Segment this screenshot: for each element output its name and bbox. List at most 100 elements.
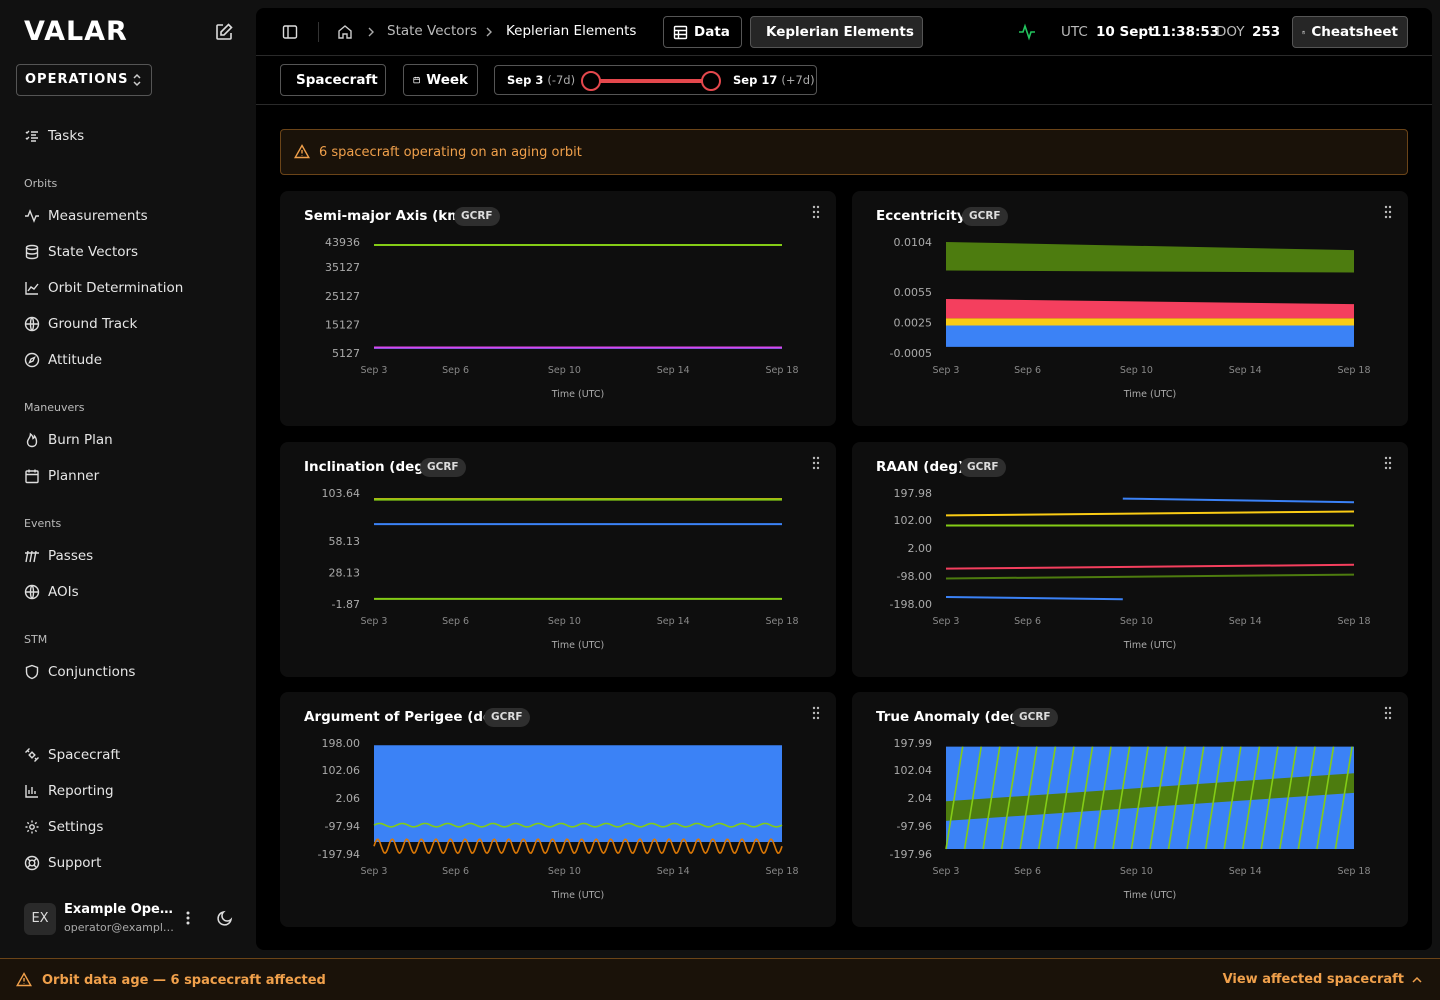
drag-handle-icon[interactable]	[1384, 706, 1392, 720]
sidebar-item-burn-plan[interactable]: Burn Plan	[24, 430, 113, 450]
sidebar-item-settings[interactable]: Settings	[24, 817, 103, 837]
shield-icon	[25, 664, 39, 680]
sidebar-item-label: Spacecraft	[48, 747, 121, 763]
y-tick-label: 198.00	[322, 737, 361, 750]
sidebar-item-spacecraft[interactable]: Spacecraft	[24, 745, 120, 765]
x-tick-label: Sep 18	[1337, 866, 1370, 877]
date-range-slider[interactable]: Sep 3 (-7d) Sep 17 (+7d)	[494, 65, 817, 95]
sawtooth-segment	[982, 746, 1001, 850]
drag-handle-icon[interactable]	[1384, 205, 1392, 219]
x-axis-label: Time (UTC)	[551, 890, 605, 901]
sidebar-item-label: Measurements	[48, 208, 148, 224]
breadcrumb-current: Keplerian Elements	[506, 23, 637, 39]
sawtooth-segment	[1149, 746, 1168, 850]
database-icon	[25, 244, 39, 260]
sidebar-item-support[interactable]: Support	[24, 853, 101, 873]
x-axis-label: Time (UTC)	[1123, 640, 1177, 651]
series-line	[1122, 497, 1355, 504]
range-end-offset: (+7d)	[781, 73, 815, 87]
x-tick-label: Sep 3	[933, 866, 960, 877]
drag-handle-icon[interactable]	[1384, 456, 1392, 470]
chart-card-semi-major-axis-km: Semi-major Axis (km) GCRF 43936 35127 25127 1…	[280, 191, 836, 426]
drag-handle-icon[interactable]	[812, 456, 820, 470]
sawtooth-segment	[1241, 746, 1261, 850]
nav-section-events: Events	[24, 517, 62, 530]
sidebar-item-aois[interactable]: AOIs	[24, 582, 79, 602]
drag-handle-icon[interactable]	[812, 706, 820, 720]
data-band	[374, 745, 782, 842]
x-tick-label: Sep 18	[765, 616, 798, 627]
moon-icon[interactable]	[216, 909, 234, 927]
x-tick-label: Sep 10	[1120, 866, 1153, 877]
oscillation-series	[373, 838, 783, 855]
nav-section-stm: STM	[24, 633, 48, 646]
organization-select[interactable]: OPERATIONS	[16, 64, 152, 96]
globe-icon	[24, 316, 40, 332]
sidebar-item-label: Passes	[48, 548, 94, 564]
view-affected-link[interactable]: View affected spacecraft	[1223, 972, 1422, 987]
sidebar-item-planner[interactable]: Planner	[24, 466, 99, 486]
y-tick-label: 15127	[325, 318, 360, 331]
y-tick-label: 2.00	[908, 542, 933, 555]
chevron-up-icon	[1412, 976, 1422, 983]
data-band	[946, 299, 1354, 319]
sidebar-item-tasks[interactable]: Tasks	[24, 126, 84, 146]
passes-icon	[25, 550, 39, 563]
x-tick-label: Sep 6	[442, 866, 469, 877]
y-tick-label: 5127	[332, 347, 360, 360]
sidebar-item-label: Support	[48, 855, 102, 871]
data-view-button[interactable]: Data	[663, 16, 742, 48]
sidebar-item-conjunctions[interactable]: Conjunctions	[24, 662, 135, 682]
nav-section-maneuvers: Maneuvers	[24, 401, 85, 414]
chart-title: Argument of Perigee (deg)	[304, 709, 509, 725]
activity-icon	[25, 209, 39, 223]
sidebar-item-state-vectors[interactable]: State Vectors	[24, 242, 138, 262]
series-line	[945, 573, 1355, 580]
sidebar-item-attitude[interactable]: Attitude	[24, 350, 102, 370]
chart-title: RAAN (deg)	[876, 459, 965, 475]
x-tick-label: Sep 14	[1229, 866, 1262, 877]
sidebar-item-measurements[interactable]: Measurements	[24, 206, 148, 226]
y-tick-label: 2.04	[908, 792, 933, 805]
x-tick-label: Sep 6	[1014, 616, 1041, 627]
sidebar-item-orbit-determination[interactable]: Orbit Determination	[24, 278, 183, 298]
range-start-handle[interactable]	[581, 71, 601, 91]
more-vertical-icon[interactable]	[180, 909, 196, 927]
user-profile[interactable]: EX Example Operator operator@example.com	[24, 900, 249, 938]
sidebar-item-label: Planner	[48, 468, 100, 484]
aging-orbit-alert: 6 spacecraft operating on an aging orbit	[280, 129, 1408, 175]
clock-time: 11:38:53	[1152, 24, 1220, 40]
x-axis-label: Time (UTC)	[1123, 890, 1177, 901]
cheatsheet-button[interactable]: Cheatsheet	[1292, 16, 1408, 48]
chart-title: Inclination (deg)	[304, 459, 431, 475]
data-band	[946, 773, 1354, 821]
breadcrumb-state-vectors[interactable]: State Vectors	[387, 23, 478, 39]
divider	[318, 22, 319, 42]
x-tick-label: Sep 3	[933, 616, 960, 627]
keplerian-view-button[interactable]: Keplerian Elements	[750, 16, 923, 48]
sidebar-item-ground-track[interactable]: Ground Track	[24, 314, 137, 334]
sidebar-item-label: Tasks	[48, 128, 85, 144]
line-chart-icon	[25, 282, 39, 295]
sidebar-toggle-icon[interactable]	[282, 24, 298, 40]
spacecraft-filter-button[interactable]: Spacecraft	[280, 64, 386, 96]
frame-badge: GCRF	[484, 708, 530, 727]
drag-handle-icon[interactable]	[812, 205, 820, 219]
period-select-button[interactable]: Week	[403, 64, 478, 96]
home-icon[interactable]	[337, 24, 353, 40]
edit-icon	[216, 23, 233, 40]
compose-button[interactable]	[214, 22, 234, 42]
sawtooth-segment	[1037, 746, 1057, 850]
sidebar-item-passes[interactable]: Passes	[24, 546, 93, 566]
organization-label: OPERATIONS	[25, 72, 129, 87]
x-tick-label: Sep 10	[1120, 616, 1153, 627]
sidebar-item-reporting[interactable]: Reporting	[24, 781, 114, 801]
top-bar: State Vectors Keplerian Elements Data Ke…	[256, 8, 1432, 56]
y-tick-label: 197.99	[894, 737, 933, 750]
x-tick-label: Sep 3	[361, 616, 388, 627]
period-label: Week	[426, 72, 468, 88]
sawtooth-segment	[1334, 746, 1353, 850]
range-start-date: Sep 3	[507, 73, 544, 87]
range-end-handle[interactable]	[701, 71, 721, 91]
